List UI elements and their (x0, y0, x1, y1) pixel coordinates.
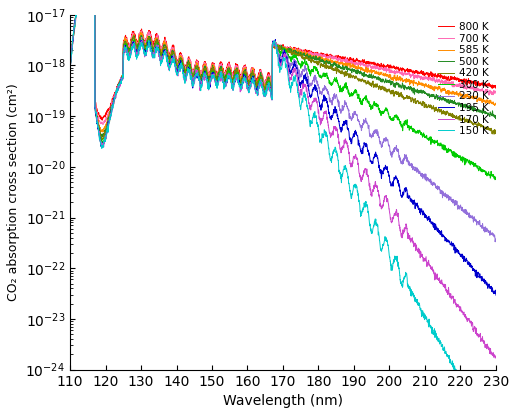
150 K (67, 70, 73, 75)
500 K (493, 116, 499, 121)
150 K (249, 78, 255, 83)
585 K (100, 129, 106, 134)
230 K (141, 51, 147, 56)
300 K (249, 77, 255, 82)
420 K (99, 138, 105, 143)
Line: 700 K: 700 K (70, 0, 496, 124)
700 K (485, 88, 491, 93)
800 K (493, 85, 499, 90)
300 K (116, 83, 122, 88)
300 K (231, 81, 237, 86)
585 K (485, 99, 491, 104)
800 K (485, 83, 491, 88)
700 K (493, 91, 499, 96)
Line: 420 K: 420 K (70, 0, 496, 140)
585 K (67, 67, 73, 72)
Line: 230 K: 230 K (70, 0, 496, 242)
170 K (492, 356, 498, 361)
585 K (493, 102, 499, 107)
800 K (67, 67, 73, 72)
420 K (493, 130, 499, 135)
420 K (439, 109, 445, 114)
420 K (485, 125, 491, 130)
150 K (439, 344, 445, 349)
700 K (249, 68, 255, 73)
800 K (99, 118, 105, 123)
585 K (141, 41, 147, 46)
170 K (67, 71, 73, 76)
195 K (67, 63, 73, 68)
500 K (485, 111, 491, 116)
Line: 300 K: 300 K (70, 0, 496, 180)
Line: 585 K: 585 K (70, 0, 496, 132)
800 K (249, 65, 255, 70)
195 K (493, 293, 499, 298)
195 K (141, 47, 147, 52)
195 K (249, 78, 255, 83)
170 K (249, 79, 255, 84)
300 K (493, 177, 499, 182)
150 K (116, 83, 122, 88)
800 K (116, 82, 122, 87)
195 K (231, 85, 237, 90)
170 K (141, 50, 147, 55)
585 K (249, 69, 255, 74)
500 K (67, 65, 73, 70)
Legend: 800 K, 700 K, 585 K, 500 K, 420 K, 300 K, 230 K, 195 K, 170 K, 150 K: 800 K, 700 K, 585 K, 500 K, 420 K, 300 K… (436, 20, 491, 138)
420 K (249, 71, 255, 76)
500 K (231, 76, 237, 81)
170 K (439, 278, 445, 283)
700 K (67, 66, 73, 71)
195 K (439, 232, 445, 237)
230 K (493, 238, 499, 243)
800 K (141, 39, 147, 44)
230 K (67, 63, 73, 68)
700 K (439, 78, 445, 83)
Line: 195 K: 195 K (70, 0, 496, 295)
300 K (141, 48, 147, 53)
420 K (116, 83, 122, 88)
Y-axis label: CO₂ absorption cross section (cm²): CO₂ absorption cross section (cm²) (7, 83, 20, 301)
Line: 800 K: 800 K (70, 0, 496, 120)
195 K (116, 85, 122, 90)
150 K (141, 48, 147, 53)
500 K (116, 81, 122, 86)
230 K (485, 229, 491, 234)
230 K (249, 77, 255, 82)
Line: 150 K: 150 K (70, 0, 496, 415)
700 K (116, 82, 122, 87)
700 K (100, 122, 106, 127)
170 K (493, 354, 499, 359)
150 K (231, 86, 237, 91)
X-axis label: Wavelength (nm): Wavelength (nm) (223, 394, 343, 408)
500 K (249, 70, 255, 75)
420 K (67, 68, 73, 73)
Line: 170 K: 170 K (70, 0, 496, 358)
300 K (492, 177, 498, 182)
500 K (101, 134, 107, 139)
585 K (231, 75, 237, 80)
585 K (439, 87, 445, 92)
230 K (439, 188, 445, 193)
420 K (141, 46, 147, 51)
230 K (231, 83, 237, 88)
170 K (231, 83, 237, 88)
500 K (439, 97, 445, 102)
500 K (141, 45, 147, 50)
Line: 500 K: 500 K (70, 0, 496, 137)
230 K (116, 86, 122, 91)
800 K (439, 73, 445, 78)
800 K (231, 69, 237, 74)
170 K (116, 84, 122, 89)
585 K (116, 81, 122, 86)
300 K (485, 171, 491, 176)
300 K (67, 63, 73, 68)
170 K (485, 344, 491, 349)
300 K (439, 144, 445, 149)
195 K (485, 286, 491, 290)
700 K (141, 39, 147, 44)
700 K (231, 73, 237, 78)
230 K (492, 239, 498, 244)
420 K (231, 82, 237, 87)
